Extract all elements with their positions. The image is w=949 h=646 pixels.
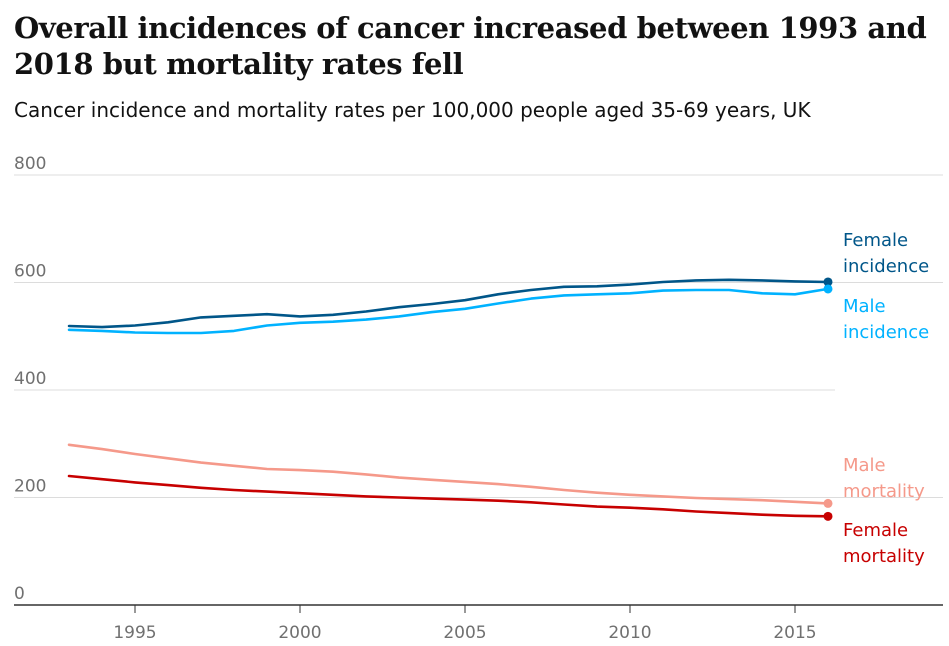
y-tick-label-800: 800 [14,154,46,174]
chart-title: Overall incidences of cancer increased b… [14,11,927,81]
series-endpoint-male-mortality [823,498,833,508]
chart-subtitle: Cancer incidence and mortality rates per… [14,98,811,122]
y-tick-label-0: 0 [14,584,25,604]
x-tick-label-2015: 2015 [773,623,816,643]
series-label-female-mortality-line1: Female [843,520,908,541]
x-tick-label-2000: 2000 [278,623,321,643]
y-tick-label-400: 400 [14,369,46,389]
series-endpoint-male-incidence [823,284,833,294]
x-tick-label-2005: 2005 [443,623,486,643]
series-label-male-incidence-line1: Male [843,296,886,317]
series-label-male-incidence-line2: incidence [843,322,929,343]
series-label-male-mortality-line2: mortality [843,481,925,502]
series-line-female-mortality [67,474,830,518]
series-line-female-incidence [67,278,830,329]
x-tick-label-1995: 1995 [113,623,156,643]
series-label-female-incidence-line1: Female [843,230,908,251]
x-tick-label-2010: 2010 [608,623,651,643]
y-tick-label-600: 600 [14,262,46,282]
series-label-male-mortality-line1: Male [843,455,886,476]
series-endpoint-female-incidence [823,277,833,287]
series-endpoint-female-mortality [823,511,833,521]
y-tick-label-200: 200 [14,477,46,497]
series-line-male-incidence [67,287,830,335]
series-label-female-incidence-line2: incidence [843,256,929,277]
series-line-male-mortality [67,443,830,505]
series-label-female-mortality-line2: mortality [843,546,925,567]
